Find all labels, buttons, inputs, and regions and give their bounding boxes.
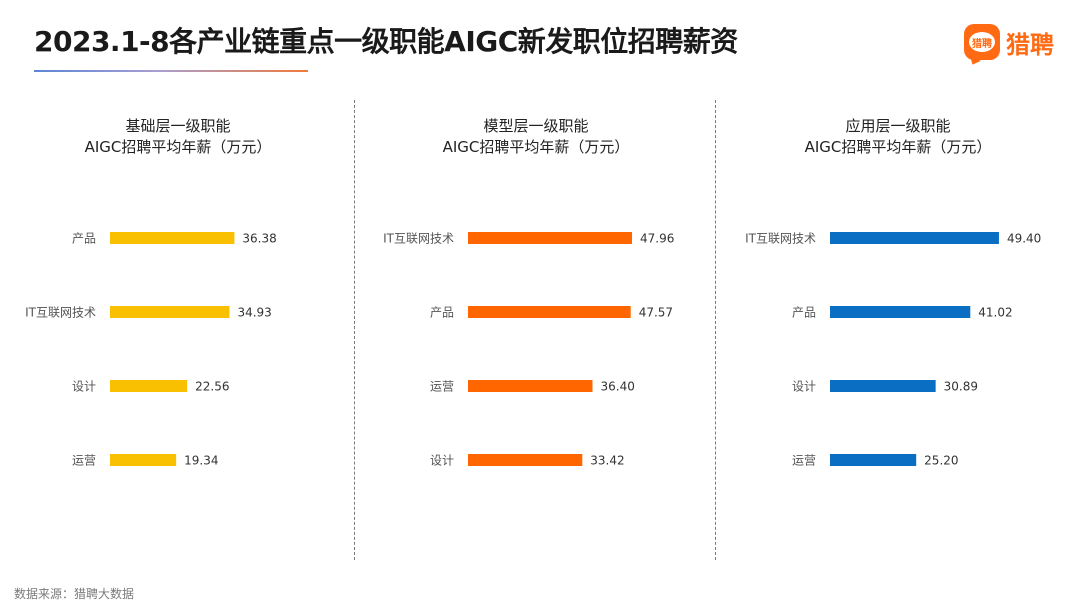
bar xyxy=(830,306,971,318)
panel-model-layer: 模型层一级职能 AIGC招聘平均年薪（万元） IT互联网技术 47.96 产品 47.… xyxy=(358,100,714,560)
chart-title-line1: 基础层一级职能 xyxy=(125,117,231,135)
chart-title: 应用层一级职能 AIGC招聘平均年薪（万元） xyxy=(720,116,1076,158)
title-underline xyxy=(34,70,308,72)
bar xyxy=(830,232,999,244)
value-label: 33.42 xyxy=(590,454,624,468)
value-label: 47.57 xyxy=(639,306,673,320)
bar xyxy=(830,380,936,392)
category-label: 设计 xyxy=(72,380,96,394)
category-label: 运营 xyxy=(72,454,96,468)
value-label: 19.34 xyxy=(184,454,218,468)
bar xyxy=(468,380,593,392)
value-label: 36.38 xyxy=(242,232,276,246)
category-label: 设计 xyxy=(430,454,454,468)
chart-title-line2: AIGC招聘平均年薪（万元） xyxy=(442,138,630,156)
value-label: 36.40 xyxy=(600,380,634,394)
category-label: IT互联网技术 xyxy=(25,306,96,320)
bar xyxy=(110,380,188,392)
category-label: IT互联网技术 xyxy=(745,232,816,246)
brand-logo: 猎聘 猎聘 xyxy=(964,22,1054,62)
category-label: 产品 xyxy=(72,232,96,246)
page-title: 2023.1-8各产业链重点一级职能AIGC新发职位招聘薪资 xyxy=(34,25,738,58)
category-label: IT互联网技术 xyxy=(383,232,454,246)
panel-foundation-layer: 基础层一级职能 AIGC招聘平均年薪（万元） 产品 36.38 IT互联网技术 34.… xyxy=(0,100,356,560)
value-label: 22.56 xyxy=(195,380,229,394)
bar-chart: 产品 36.38 IT互联网技术 34.93 设计 22.56 运营 19.34 xyxy=(25,232,277,468)
bar-chart: IT互联网技术 49.40 产品 41.02 设计 30.89 运营 25.20 xyxy=(745,232,1041,468)
value-label: 34.93 xyxy=(237,306,271,320)
value-label: 41.02 xyxy=(978,306,1012,320)
chart-title-line2: AIGC招聘平均年薪（万元） xyxy=(84,138,272,156)
category-label: 设计 xyxy=(792,380,816,394)
category-label: 运营 xyxy=(430,380,454,394)
chart-title-line1: 应用层一级职能 xyxy=(845,117,951,135)
bar xyxy=(468,454,583,466)
bar-chart: IT互联网技术 47.96 产品 47.57 运营 36.40 设计 33.42 xyxy=(383,232,674,468)
bar xyxy=(110,306,230,318)
panel-divider xyxy=(354,100,355,560)
bar xyxy=(110,454,177,466)
bar xyxy=(830,454,917,466)
chart-title: 基础层一级职能 AIGC招聘平均年薪（万元） xyxy=(0,116,356,158)
bar xyxy=(468,306,631,318)
data-source-note: 数据来源：猎聘大数据 xyxy=(14,587,135,601)
value-label: 30.89 xyxy=(944,380,978,394)
category-label: 运营 xyxy=(792,454,816,468)
bar xyxy=(468,232,633,244)
chart-title: 模型层一级职能 AIGC招聘平均年薪（万元） xyxy=(358,116,714,158)
category-label: 产品 xyxy=(792,306,816,320)
value-label: 25.20 xyxy=(924,454,958,468)
value-label: 47.96 xyxy=(640,232,674,246)
panel-divider xyxy=(715,100,716,560)
liepin-logo-icon: 猎聘 xyxy=(964,24,1000,60)
value-label: 49.40 xyxy=(1007,232,1041,246)
panel-application-layer: 应用层一级职能 AIGC招聘平均年薪（万元） IT互联网技术 49.40 产品 41.… xyxy=(720,100,1076,560)
category-label: 产品 xyxy=(430,306,454,320)
bar xyxy=(110,232,235,244)
chart-title-line1: 模型层一级职能 xyxy=(483,117,589,135)
chart-title-line2: AIGC招聘平均年薪（万元） xyxy=(804,138,992,156)
brand-name: 猎聘 xyxy=(1006,30,1054,59)
